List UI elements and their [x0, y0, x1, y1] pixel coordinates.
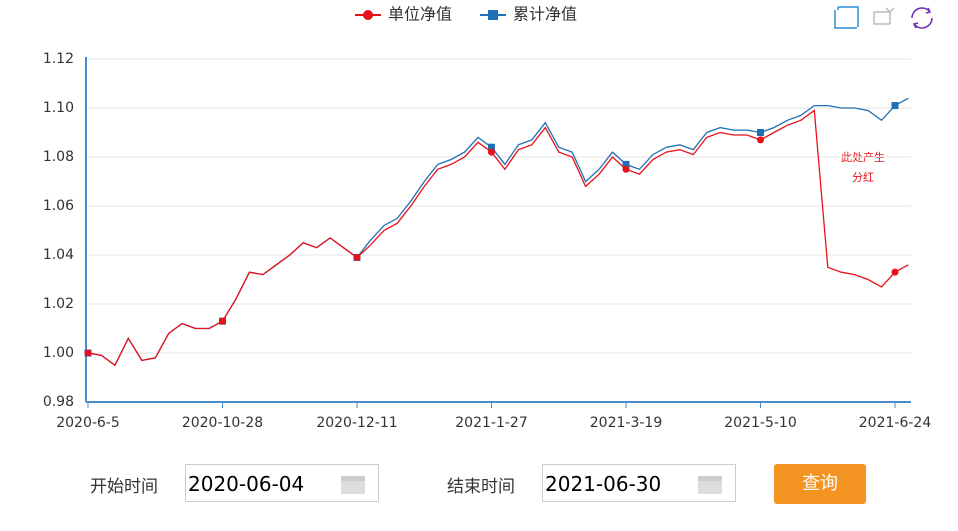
- end-label: 结束时间: [447, 477, 515, 497]
- start-label: 开始时间: [90, 477, 158, 497]
- chart: 此处产生 分红 0.98 1.00 1.02 1.04 1.06 1.08 1.10 1.12…: [43, 5, 933, 431]
- point-marker: [84, 349, 92, 357]
- legend-label: 单位净值: [388, 5, 452, 24]
- start-input[interactable]: 2020-06-04: [185, 464, 379, 502]
- y-tick-label: 1.10: [43, 100, 74, 116]
- point-marker: [757, 136, 764, 144]
- point-marker: [353, 253, 361, 261]
- toolbox[interactable]: [834, 6, 933, 29]
- x-tick-label: 2021-3-19: [590, 415, 662, 431]
- y-tick-label: 1.08: [43, 149, 74, 165]
- point-marker: [757, 129, 764, 136]
- restore-icon[interactable]: [873, 7, 895, 25]
- refresh-icon[interactable]: [911, 7, 933, 29]
- x-tick-label: 2020-10-28: [182, 415, 263, 431]
- end-value: 2021-06-30: [545, 472, 662, 496]
- annotation: 此处产生 分红: [841, 150, 885, 184]
- point-marker: [219, 317, 226, 325]
- query-button[interactable]: 查询: [774, 464, 866, 504]
- point-marker: [891, 268, 899, 276]
- x-tick-label: 2021-6-24: [859, 415, 932, 431]
- point-marker: [891, 102, 899, 110]
- legend-marker: [363, 10, 373, 20]
- end-input[interactable]: 2021-06-30: [542, 464, 736, 502]
- point-marker: [622, 160, 630, 168]
- x-tick-label: 2020-6-5: [56, 415, 120, 431]
- series-line: [87, 97, 909, 367]
- y-tick-label: 0.98: [43, 394, 74, 410]
- legend-marker: [488, 10, 498, 20]
- legend: 单位净值 累计净值: [355, 5, 577, 24]
- x-tick-label: 2021-1-27: [455, 415, 527, 431]
- y-tick-label: 1.06: [43, 198, 74, 214]
- start-value: 2020-06-04: [188, 472, 305, 496]
- y-tick-label: 1.04: [43, 247, 74, 263]
- point-marker: [488, 148, 495, 156]
- legend-label: 累计净值: [513, 5, 577, 24]
- annotation-text: 分红: [852, 171, 874, 184]
- x-tick-label: 2020-12-11: [316, 415, 397, 431]
- y-tick-label: 1.00: [43, 345, 74, 361]
- calendar-icon[interactable]: [340, 473, 366, 495]
- point-marker: [488, 143, 495, 151]
- series-line: [87, 109, 909, 367]
- point-marker: [622, 165, 630, 173]
- y-tick-label: 1.02: [43, 296, 74, 312]
- x-tick-label: 2021-5-10: [724, 415, 796, 431]
- zoom-icon[interactable]: [834, 6, 859, 29]
- calendar-icon[interactable]: [697, 473, 723, 495]
- y-tick-label: 1.12: [43, 51, 74, 67]
